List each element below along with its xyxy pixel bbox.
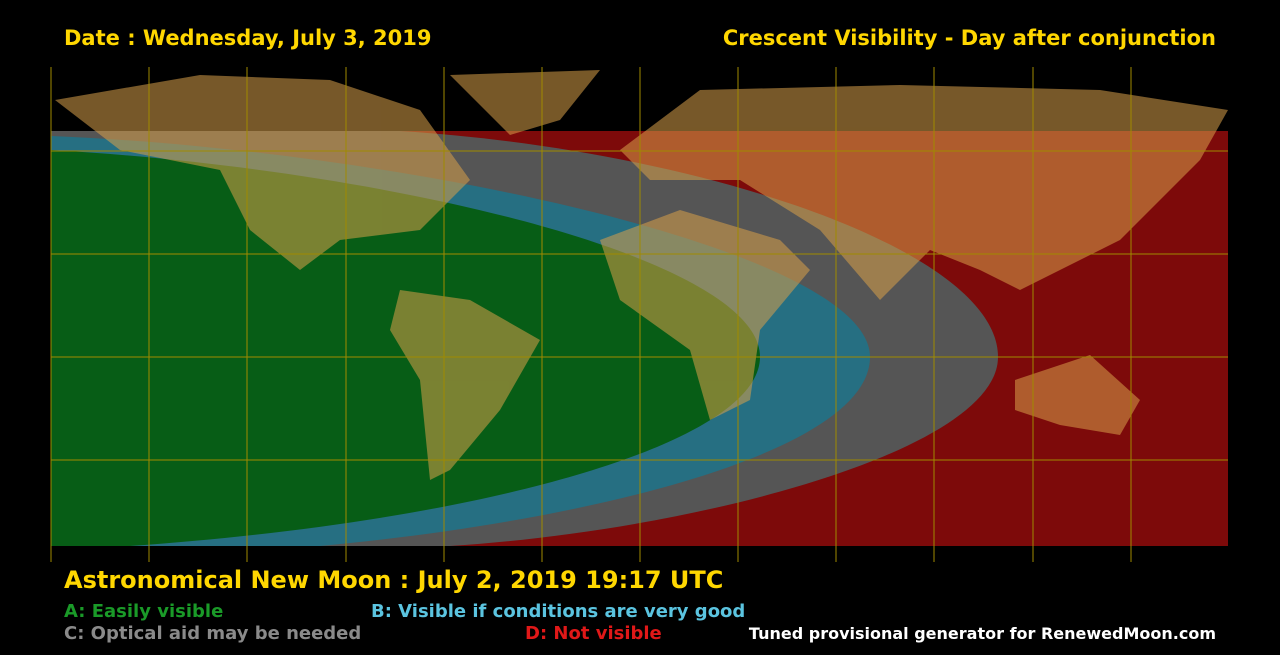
map [50, 67, 1228, 562]
land [55, 70, 1228, 480]
title: Crescent Visibility - Day after conjunct… [723, 26, 1216, 50]
legend-b: B: Visible if conditions are very good [371, 601, 745, 622]
credit: Tuned provisional generator for RenewedM… [749, 624, 1216, 643]
legend-d: D: Not visible [525, 623, 662, 644]
graticule [50, 67, 1228, 562]
new-moon: Astronomical New Moon : July 2, 2019 19:… [64, 566, 723, 594]
legend-a: A: Easily visible [64, 601, 223, 622]
date: Date : Wednesday, July 3, 2019 [64, 26, 432, 50]
legend-c: C: Optical aid may be needed [64, 623, 361, 644]
